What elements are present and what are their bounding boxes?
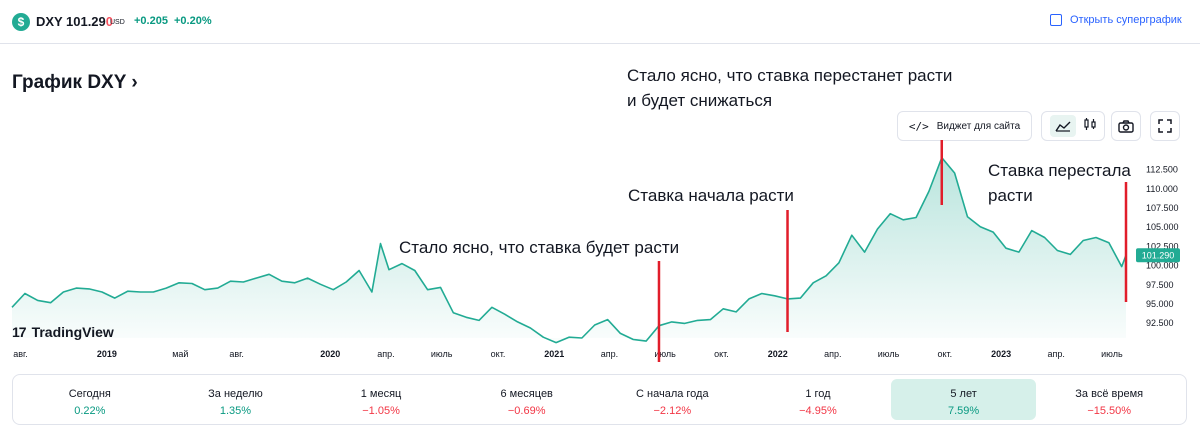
x-tick-label: 2021 [544,349,564,359]
period-value: −15.50% [1087,405,1132,417]
period-value: −1.05% [362,405,400,417]
period-today[interactable]: Сегодня 0.22% [17,379,163,420]
x-tick-label: 2019 [97,349,117,359]
period-label: За всё время [1075,388,1144,400]
period-ytd[interactable]: С начала года −2.12% [600,379,746,420]
candles-icon [1083,117,1096,130]
annotation-rate-stopped-rising: Ставка перестала расти [988,158,1131,208]
annotation-line: Ставка перестала [988,161,1131,180]
annotation-rate-will-rise: Стало ясно, что ставка будет расти [399,235,679,260]
x-tick-label: окт. [937,349,952,359]
y-tick-label: 110.000 [1146,184,1178,194]
x-tick-label: окт. [714,349,729,359]
snapshot-button[interactable] [1111,111,1141,141]
period-label: С начала года [636,388,709,400]
x-tick-label: апр. [377,349,394,359]
symbol-price: 101.290 [66,14,113,29]
widget-button[interactable]: </> Виджет для сайта [897,111,1032,141]
x-tick-label: май [172,349,188,359]
y-tick-label: 97.500 [1146,280,1174,290]
last-value-label: 101.290 [1142,251,1175,261]
x-tick-label: июль [654,349,676,359]
x-tick-label: 2022 [768,349,788,359]
period-1-year[interactable]: 1 год −4.95% [745,379,891,420]
period-value: −4.95% [799,405,837,417]
x-tick-label: 2023 [991,349,1011,359]
y-tick-label: 100.000 [1146,261,1179,271]
annotation-rate-started-rising: Ставка начала расти [628,183,794,208]
y-tick-label: 105.000 [1146,222,1179,232]
x-tick-label: апр. [601,349,618,359]
tradingview-logo[interactable]: 17 TradingView [12,324,114,340]
annotation-rate-will-decline: Стало ясно, что ставка перестанет расти и… [627,63,952,113]
y-tick-label: 92.500 [1146,318,1174,328]
period-value: 1.35% [219,405,252,417]
symbol-name[interactable]: DXY [36,14,63,29]
y-tick-label: 107.500 [1146,203,1179,213]
x-tick-label: авг. [229,349,243,359]
x-tick-label: окт. [491,349,506,359]
open-super-chart-button[interactable]: Открыть суперграфик [1050,14,1182,26]
code-icon: </> [908,119,929,133]
series-area [12,157,1126,343]
period-all-time[interactable]: За всё время −15.50% [1036,379,1182,420]
chart-type-switcher [1041,111,1105,141]
period-performance-bar: Сегодня 0.22% За неделю 1.35% 1 месяц −1.05… [12,374,1187,425]
period-label: Сегодня [68,388,111,400]
period-label: За неделю [208,388,263,400]
open-super-chart-label: Открыть суперграфик [1070,14,1182,26]
chart-window-icon [1050,14,1062,26]
price-change-percent: +0.20% [174,15,212,27]
annotation-line: Стало ясно, что ставка перестанет расти [627,66,953,85]
period-value: −2.12% [653,405,692,417]
last-value-tag [1136,248,1180,263]
y-tick-label: 112.500 [1146,165,1178,175]
currency-label: USD [110,19,125,26]
price-chart[interactable]: 112.500 110.000 107.500 105.000 102.500 100.0… [0,140,1200,368]
x-tick-label: июль [878,349,900,359]
camera-icon [1118,119,1134,133]
symbol-header: $ DXY 101.290 USD +0.205 +0.20% Открыть … [0,0,1200,44]
candles-chart-button[interactable] [1083,117,1097,136]
chart-title-link[interactable]: График DXY › [12,72,138,93]
period-label: 6 месяцев [500,388,553,400]
period-value: 7.59% [947,405,980,417]
y-tick-label: 95.000 [1146,299,1174,309]
price-tail: 0 [105,14,113,29]
dollar-icon: $ [12,13,30,31]
annotation-line: Стало ясно, что ставка будет расти [399,238,680,257]
period-value: 0.22% [74,405,106,417]
area-chart-icon [1054,121,1070,132]
x-tick-label: 2020 [320,349,340,359]
x-tick-label: июль [431,349,453,359]
widget-button-label: Виджет для сайта [936,120,1021,132]
annotation-line: Ставка начала расти [628,186,794,205]
period-5-years[interactable]: 5 лет 7.59% [890,379,1037,420]
fullscreen-button[interactable] [1150,111,1180,141]
annotation-line: и будет снижаться [627,91,773,110]
period-value: −0.69% [507,405,546,417]
period-6-months[interactable]: 6 месяцев −0.69% [454,379,600,420]
area-chart-button[interactable] [1049,115,1076,137]
x-tick-label: июль [1101,349,1123,359]
period-label: 5 лет [950,388,977,400]
price-change: +0.205 [134,15,168,27]
price-main: 101.29 [66,14,106,29]
period-label: 1 год [805,388,831,400]
period-label: 1 месяц [360,388,402,400]
period-week[interactable]: За неделю 1.35% [163,379,309,420]
period-1-month[interactable]: 1 месяц −1.05% [308,379,454,420]
y-tick-label: 102.500 [1146,241,1179,251]
series-line [11,156,1127,344]
x-tick-label: апр. [1048,349,1065,359]
x-tick-label: апр. [824,349,841,359]
tradingview-logo-text: TradingView [31,324,114,340]
fullscreen-icon [1158,119,1172,133]
tradingview-mark-icon: 17 [12,324,27,340]
x-tick-label: авг. [13,349,27,359]
annotation-line: расти [988,186,1033,205]
